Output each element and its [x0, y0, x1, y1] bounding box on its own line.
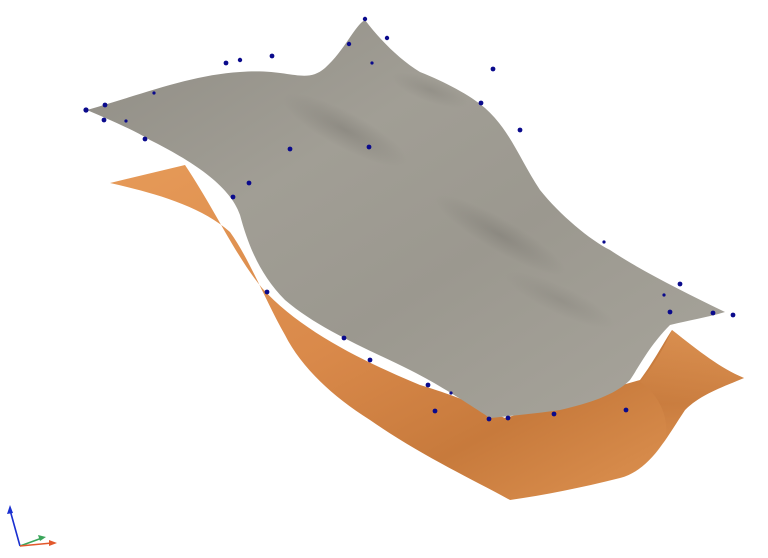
control-point[interactable]	[432, 408, 438, 414]
control-point[interactable]	[677, 281, 683, 287]
control-point[interactable]	[269, 53, 275, 59]
control-point[interactable]	[517, 127, 523, 133]
lower-surface-fold	[620, 330, 744, 478]
control-point[interactable]	[384, 35, 390, 41]
control-points	[83, 16, 736, 422]
control-point[interactable]	[124, 119, 128, 123]
control-point[interactable]	[370, 61, 374, 65]
control-point[interactable]	[341, 335, 347, 341]
control-point[interactable]	[478, 100, 484, 106]
control-point[interactable]	[551, 411, 557, 417]
control-point[interactable]	[425, 382, 431, 388]
control-point[interactable]	[152, 91, 156, 95]
control-point[interactable]	[346, 41, 352, 47]
x-axis	[19, 542, 53, 547]
control-point[interactable]	[490, 66, 496, 72]
x-axis-arrow-icon	[49, 540, 57, 546]
control-point[interactable]	[486, 416, 492, 422]
control-point[interactable]	[101, 117, 107, 123]
control-point[interactable]	[362, 16, 368, 22]
upper-surface	[87, 20, 725, 418]
control-point[interactable]	[102, 102, 108, 108]
control-point[interactable]	[367, 357, 373, 363]
control-point[interactable]	[662, 293, 666, 297]
control-point[interactable]	[230, 194, 236, 200]
control-point[interactable]	[667, 309, 673, 315]
control-point[interactable]	[366, 144, 372, 150]
surface-shading	[505, 271, 615, 329]
surface-shading	[282, 93, 408, 167]
control-point[interactable]	[237, 57, 243, 63]
control-point[interactable]	[287, 146, 293, 152]
y-axis	[19, 537, 43, 547]
control-point[interactable]	[223, 60, 229, 66]
surface-shading	[434, 195, 566, 275]
control-point[interactable]	[83, 107, 89, 113]
control-point[interactable]	[246, 180, 252, 186]
y-axis-arrow-icon	[38, 535, 46, 541]
control-point[interactable]	[602, 240, 606, 244]
control-point[interactable]	[623, 407, 629, 413]
control-point[interactable]	[264, 289, 270, 295]
control-point[interactable]	[449, 391, 453, 395]
control-point[interactable]	[142, 136, 148, 142]
z-axis-arrow-icon	[7, 505, 13, 514]
control-point[interactable]	[505, 415, 511, 421]
control-point[interactable]	[730, 312, 736, 318]
control-point[interactable]	[710, 310, 716, 316]
surface-shading	[392, 72, 468, 108]
axis-triad	[7, 505, 57, 547]
lower-surface	[110, 165, 744, 500]
z-axis	[9, 509, 21, 547]
